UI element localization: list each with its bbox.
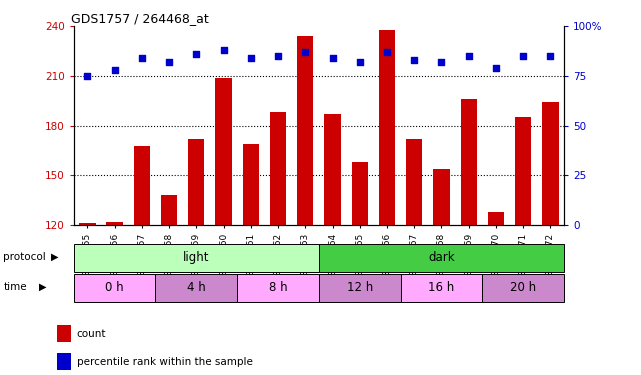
Point bbox=[382, 49, 392, 55]
Point bbox=[300, 49, 310, 55]
Bar bbox=[379, 30, 395, 375]
Bar bbox=[215, 78, 232, 375]
Text: light: light bbox=[183, 251, 210, 264]
Text: time: time bbox=[3, 282, 27, 292]
Point bbox=[437, 59, 447, 65]
Point bbox=[354, 59, 365, 65]
Bar bbox=[488, 212, 504, 375]
Bar bbox=[433, 169, 450, 375]
Point bbox=[328, 55, 338, 61]
Bar bbox=[515, 117, 531, 375]
Text: 16 h: 16 h bbox=[428, 281, 454, 294]
Bar bbox=[270, 112, 286, 375]
Text: 4 h: 4 h bbox=[187, 281, 206, 294]
Bar bbox=[106, 222, 123, 375]
Text: ▶: ▶ bbox=[51, 252, 58, 262]
Point bbox=[273, 53, 283, 59]
Bar bbox=[57, 353, 71, 370]
Text: GDS1757 / 264468_at: GDS1757 / 264468_at bbox=[71, 12, 209, 25]
Bar bbox=[319, 274, 401, 302]
Bar bbox=[460, 99, 477, 375]
Point bbox=[409, 57, 419, 63]
Text: 0 h: 0 h bbox=[105, 281, 124, 294]
Point bbox=[518, 53, 528, 59]
Text: dark: dark bbox=[428, 251, 455, 264]
Point bbox=[491, 65, 501, 71]
Text: ▶: ▶ bbox=[39, 282, 47, 292]
Bar bbox=[351, 162, 368, 375]
Bar bbox=[297, 36, 313, 375]
Point bbox=[545, 53, 556, 59]
Text: 8 h: 8 h bbox=[269, 281, 287, 294]
Point bbox=[137, 55, 147, 61]
Bar bbox=[161, 195, 178, 375]
Point bbox=[82, 73, 92, 79]
Text: 12 h: 12 h bbox=[347, 281, 373, 294]
Bar bbox=[401, 274, 482, 302]
Point bbox=[219, 47, 229, 53]
Bar bbox=[237, 274, 319, 302]
Bar bbox=[74, 274, 155, 302]
Bar bbox=[482, 274, 564, 302]
Bar bbox=[319, 244, 564, 272]
Point bbox=[164, 59, 174, 65]
Point bbox=[110, 67, 120, 73]
Text: count: count bbox=[77, 329, 106, 339]
Point bbox=[463, 53, 474, 59]
Bar bbox=[188, 139, 204, 375]
Bar bbox=[79, 224, 96, 375]
Text: protocol: protocol bbox=[3, 252, 46, 262]
Bar bbox=[542, 102, 559, 375]
Point bbox=[246, 55, 256, 61]
Bar bbox=[74, 244, 319, 272]
Bar bbox=[155, 274, 237, 302]
Text: percentile rank within the sample: percentile rank within the sample bbox=[77, 357, 253, 367]
Bar bbox=[134, 146, 150, 375]
Text: 20 h: 20 h bbox=[510, 281, 537, 294]
Bar bbox=[243, 144, 259, 375]
Bar bbox=[406, 139, 422, 375]
Point bbox=[191, 51, 201, 57]
Bar bbox=[57, 325, 71, 342]
Bar bbox=[324, 114, 341, 375]
